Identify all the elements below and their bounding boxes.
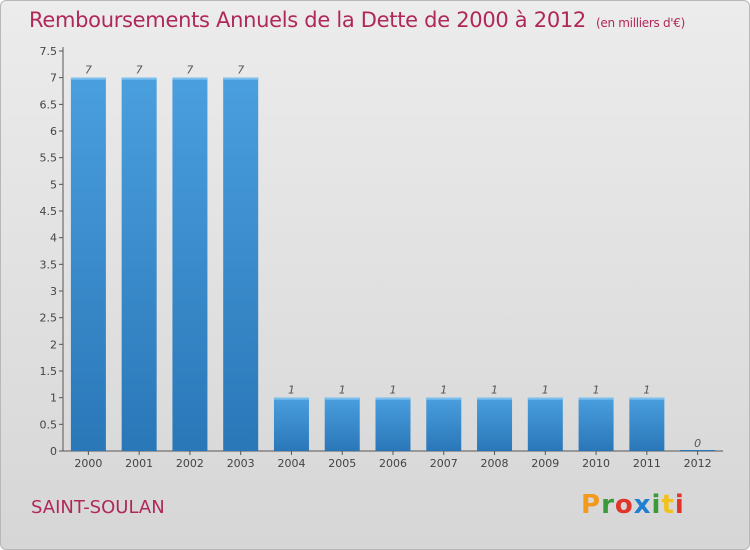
bar — [426, 397, 462, 451]
commune-name: SAINT-SOULAN — [31, 497, 165, 518]
x-tick-label: 2000 — [74, 457, 102, 470]
logo-letter: i — [651, 490, 662, 520]
data-label: 1 — [440, 384, 447, 397]
bar — [223, 77, 259, 452]
x-tick-label: 2002 — [176, 457, 204, 470]
y-tick-label: 0 — [50, 445, 57, 458]
y-tick-label: 4.5 — [40, 205, 58, 218]
bar-highlight — [477, 397, 513, 400]
x-tick-label: 2004 — [277, 457, 305, 470]
bar — [527, 397, 563, 451]
y-tick-label: 0.5 — [40, 418, 58, 431]
bar-highlight — [223, 77, 259, 80]
proxiti-logo: Proxiti — [581, 490, 685, 520]
x-tick-label: 2003 — [227, 457, 255, 470]
y-tick-label: 1.5 — [40, 365, 58, 378]
data-label: 1 — [643, 384, 650, 397]
logo-letter: o — [614, 490, 634, 520]
y-tick-label: 3.5 — [40, 258, 58, 271]
y-tick-label: 6 — [50, 125, 57, 138]
x-tick-label: 2011 — [633, 457, 661, 470]
data-label: 7 — [136, 64, 143, 77]
bar — [172, 77, 208, 452]
bar-highlight — [426, 397, 462, 400]
y-tick-label: 2 — [50, 338, 57, 351]
bar-highlight — [172, 77, 208, 80]
logo-letter: r — [601, 490, 615, 520]
x-tick-label: 2010 — [582, 457, 610, 470]
data-label: 1 — [390, 384, 397, 397]
data-label: 1 — [542, 384, 549, 397]
data-label: 0 — [694, 437, 701, 450]
x-tick-label: 2005 — [328, 457, 356, 470]
logo-letter: P — [581, 490, 602, 520]
y-tick-label: 4 — [50, 232, 57, 245]
data-label: 1 — [339, 384, 346, 397]
bar — [324, 397, 360, 451]
logo-letter: i — [674, 490, 685, 520]
data-label: 1 — [593, 384, 600, 397]
x-tick-label: 2009 — [531, 457, 559, 470]
x-tick-label: 2012 — [684, 457, 712, 470]
data-label: 7 — [237, 64, 244, 77]
bar-highlight — [324, 397, 360, 400]
data-label: 1 — [288, 384, 295, 397]
x-tick-label: 2006 — [379, 457, 407, 470]
data-label: 7 — [186, 64, 193, 77]
bar — [273, 397, 309, 451]
bar-highlight — [375, 397, 411, 400]
bar — [70, 77, 106, 452]
y-tick-label: 6.5 — [40, 98, 58, 111]
bar-highlight — [121, 77, 157, 80]
y-tick-label: 7.5 — [40, 45, 58, 58]
y-tick-label: 3 — [50, 285, 57, 298]
y-tick-label: 7 — [50, 72, 57, 85]
x-tick-label: 2001 — [125, 457, 153, 470]
logo-letter: x — [633, 490, 652, 520]
bar — [121, 77, 157, 452]
bar — [680, 450, 716, 451]
bar-highlight — [273, 397, 309, 400]
bar-highlight — [527, 397, 563, 400]
bar — [629, 397, 665, 451]
logo-letter: t — [661, 490, 675, 520]
bar-highlight — [70, 77, 106, 80]
chart-subtitle: (en milliers d'€) — [596, 16, 686, 30]
y-tick-label: 5 — [50, 178, 57, 191]
chart-title: Remboursements Annuels de la Dette de 20… — [29, 8, 686, 32]
bar — [477, 397, 513, 451]
y-tick-label: 2.5 — [40, 312, 58, 325]
bar — [375, 397, 411, 451]
data-label: 7 — [85, 64, 92, 77]
y-tick-label: 5.5 — [40, 152, 58, 165]
x-tick-label: 2008 — [481, 457, 509, 470]
bar-highlight — [578, 397, 614, 400]
bar — [578, 397, 614, 451]
x-tick-label: 2007 — [430, 457, 458, 470]
bar-highlight — [629, 397, 665, 400]
y-tick-label: 1 — [50, 392, 57, 405]
data-label: 1 — [491, 384, 498, 397]
